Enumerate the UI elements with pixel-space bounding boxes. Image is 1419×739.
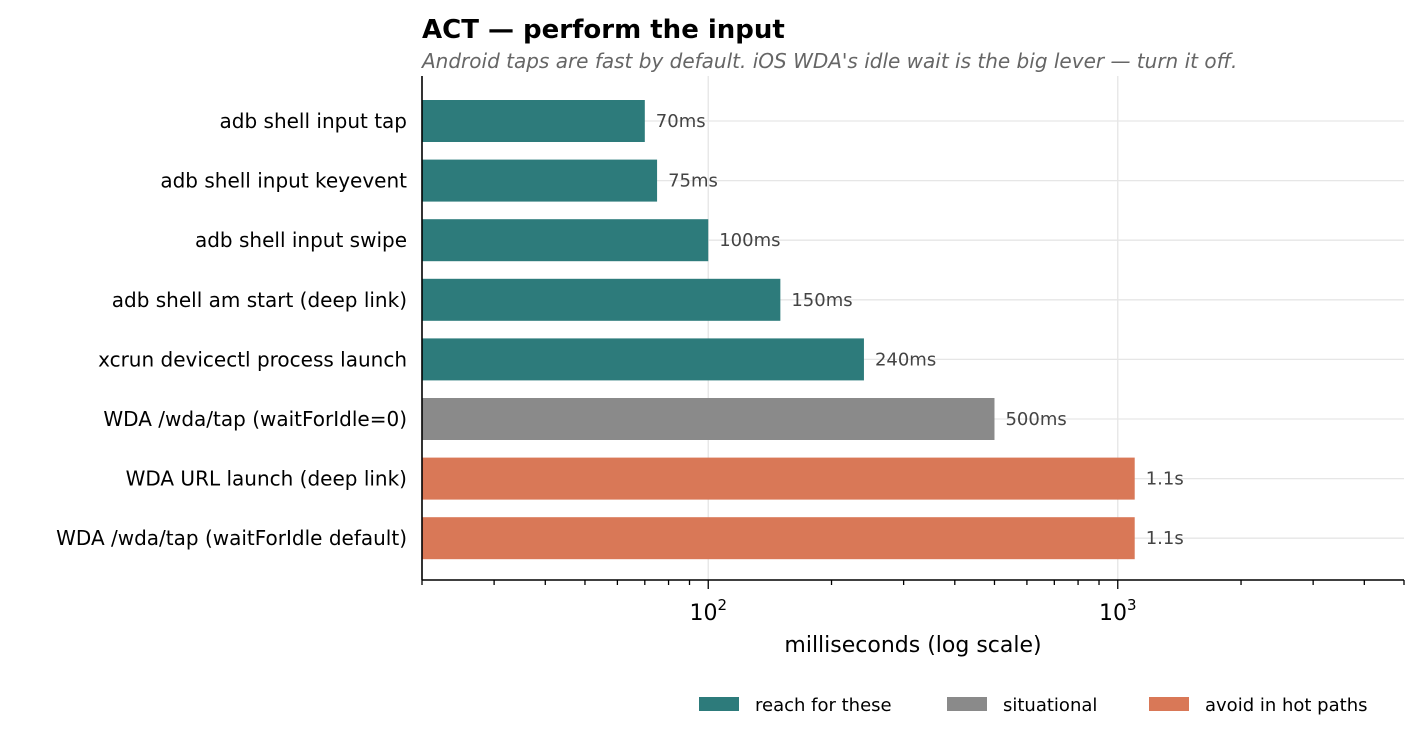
value-label: 500ms — [1005, 409, 1066, 430]
bar — [422, 517, 1135, 560]
category-label: WDA URL launch (deep link) — [126, 467, 407, 491]
chart-title: ACT — perform the input — [422, 15, 785, 45]
chart-subtitle: Android taps are fast by default. iOS WD… — [420, 49, 1237, 73]
category-label: adb shell input tap — [220, 109, 407, 133]
value-label: 240ms — [875, 349, 936, 370]
bar — [422, 159, 658, 202]
category-label: adb shell input swipe — [195, 228, 407, 252]
legend-label: reach for these — [755, 695, 892, 716]
legend: reach for these situational avoid in hot p… — [699, 695, 1367, 716]
bar — [422, 219, 709, 262]
gridlines — [422, 76, 1404, 580]
value-label: 100ms — [719, 230, 780, 251]
x-axis-title: milliseconds (log scale) — [784, 633, 1041, 658]
x-tick-label: 102 — [689, 596, 727, 626]
legend-label: situational — [1003, 695, 1097, 716]
x-tick-label: 103 — [1099, 596, 1137, 626]
value-label: 70ms — [656, 111, 706, 132]
bars: adb shell input tap 70ms adb shell input k… — [56, 100, 1184, 560]
legend-label: avoid in hot paths — [1205, 695, 1367, 716]
bar — [422, 100, 645, 142]
legend-swatch — [1149, 697, 1189, 711]
value-label: 75ms — [668, 171, 718, 192]
category-label: WDA /wda/tap (waitForIdle=0) — [103, 407, 407, 431]
legend-swatch — [947, 697, 987, 711]
category-label: xcrun devicectl process launch — [98, 347, 407, 371]
value-label: 150ms — [791, 290, 852, 311]
category-label: adb shell input keyevent — [160, 169, 407, 193]
bar — [422, 338, 864, 381]
bar — [422, 278, 781, 321]
axes: 102 103 — [421, 76, 1405, 626]
value-label: 1.1s — [1146, 528, 1184, 549]
legend-swatch — [699, 697, 739, 711]
category-label: adb shell am start (deep link) — [112, 288, 407, 312]
value-label: 1.1s — [1146, 469, 1184, 490]
bar — [422, 398, 995, 440]
bar — [422, 457, 1135, 500]
category-label: WDA /wda/tap (waitForIdle default) — [56, 526, 407, 550]
